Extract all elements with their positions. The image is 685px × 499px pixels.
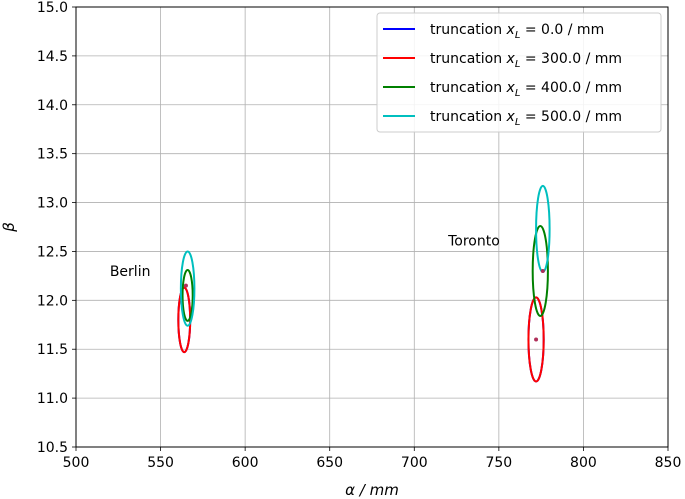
y-tick-label: 11.0 [37, 391, 68, 407]
annotation-berlin: Berlin [110, 264, 151, 280]
legend-label: truncation xL = 400.0 / mm [430, 80, 622, 99]
y-tick-label: 12.5 [37, 244, 68, 260]
y-tick-label: 14.5 [37, 49, 68, 65]
plot-frame [75, 6, 669, 448]
x-tick-label: 550 [147, 455, 174, 471]
y-tick-label: 13.5 [37, 147, 68, 163]
y-tick-label: 14.0 [37, 98, 68, 114]
y-axis-label: β [0, 222, 18, 233]
x-tick-label: 650 [316, 455, 343, 471]
legend: truncation xL = 0.0 / mm truncation xL = … [376, 12, 662, 133]
confidence-ellipse-toronto [527, 296, 545, 383]
x-tick-label: 750 [485, 455, 512, 471]
x-axis-label: α / mm [345, 481, 399, 499]
confidence-ellipse-berlin [181, 269, 194, 322]
x-tick-label: 700 [401, 455, 428, 471]
x-tick-label: 500 [63, 455, 90, 471]
confidence-ellipse-toronto [531, 225, 549, 317]
y-tick-label: 13.0 [37, 196, 68, 212]
x-tick-label: 800 [570, 455, 597, 471]
y-tick-label: 15.0 [37, 0, 68, 16]
x-tick-label: 850 [655, 455, 682, 471]
legend-label: truncation xL = 500.0 / mm [430, 109, 622, 128]
legend-label: truncation xL = 300.0 / mm [430, 51, 622, 70]
center-marker [534, 337, 539, 342]
chart-data-layer [177, 184, 551, 383]
annotation-toronto: Toronto [447, 234, 500, 250]
legend-box [376, 12, 662, 133]
legend-label: truncation xL = 0.0 / mm [430, 22, 604, 41]
center-marker [540, 269, 545, 273]
y-tick-label: 11.5 [37, 342, 68, 358]
annotations: Berlin Toronto [110, 234, 500, 280]
y-tick-label: 10.5 [37, 440, 68, 456]
tick-labels: 500 550 600 650 700 750 800 850 10.5 11.0 11.5 12.0… [37, 0, 682, 471]
x-tick-label: 600 [232, 455, 259, 471]
center-marker [183, 283, 188, 288]
y-tick-label: 12.0 [37, 293, 68, 309]
confidence-ellipse-berlin [179, 250, 196, 327]
